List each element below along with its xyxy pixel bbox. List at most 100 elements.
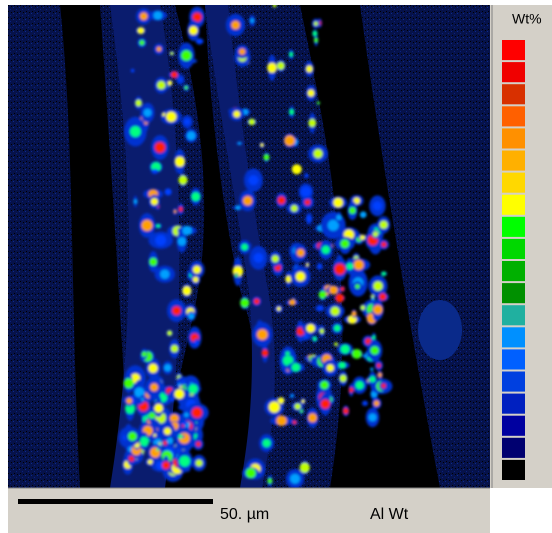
phase-blob (306, 66, 313, 73)
color-swatch (502, 217, 525, 237)
phase-blob (360, 235, 365, 240)
phase-blob (352, 349, 362, 359)
phase-blob (184, 413, 189, 418)
phase-blob (318, 306, 323, 311)
phase-blob (133, 199, 137, 203)
phase-blob (382, 272, 386, 276)
color-swatch (502, 460, 525, 480)
phase-blob (289, 299, 295, 305)
phase-blob (320, 329, 325, 334)
phase-blob (308, 119, 316, 127)
phase-blob (278, 397, 284, 403)
element-map (8, 4, 490, 489)
phase-blob (191, 192, 200, 201)
phase-blob (355, 381, 363, 389)
phase-blob (171, 345, 178, 352)
phase-blob (179, 207, 183, 211)
phase-blob (340, 239, 349, 248)
phase-blob (149, 258, 157, 266)
phase-blob (313, 149, 322, 158)
phase-blob (308, 413, 317, 422)
phase-blob (188, 384, 197, 393)
phase-blob (331, 307, 340, 316)
phase-blob (185, 86, 188, 89)
phase-blob (156, 448, 159, 451)
color-swatch (502, 372, 525, 392)
phase-blob (381, 384, 385, 388)
phase-blob (159, 442, 162, 445)
phase-blob (128, 432, 137, 441)
phase-blob (241, 244, 248, 251)
color-swatch (502, 62, 525, 82)
phase-blob (254, 298, 260, 304)
phase-blob (313, 337, 317, 341)
phase-blob (291, 394, 294, 397)
phase-blob (139, 40, 144, 45)
phase-blob (170, 52, 173, 55)
color-swatch (502, 327, 525, 347)
phase-blob (301, 187, 311, 197)
phase-blob (168, 81, 173, 86)
phase-blob (370, 368, 373, 371)
phase-blob (135, 100, 141, 106)
phase-blob (369, 413, 377, 421)
color-swatch (502, 261, 525, 281)
phase-blob (295, 403, 301, 409)
phase-blob (194, 341, 198, 345)
phase-blob (187, 131, 196, 140)
phase-blob (192, 407, 202, 417)
phase-blob (364, 354, 367, 357)
phase-blob (334, 264, 345, 275)
phase-blob (278, 196, 286, 204)
phase-blob (292, 363, 301, 372)
phase-blob (126, 398, 132, 404)
phase-blob (144, 109, 152, 117)
phase-blob (175, 157, 185, 167)
color-swatch (502, 416, 525, 436)
phase-blob (178, 434, 183, 439)
phase-blob (277, 307, 281, 311)
phase-blob (334, 342, 338, 346)
phase-blob (355, 284, 360, 289)
phase-blob (373, 305, 383, 315)
phase-blob (306, 216, 312, 222)
phase-blob (246, 468, 256, 478)
phase-blob (363, 402, 366, 405)
phase-blob (341, 345, 350, 354)
color-swatch (502, 173, 525, 193)
color-swatch (502, 151, 525, 171)
phase-blob (372, 336, 376, 340)
scale-bar-label: 50. µm (220, 506, 269, 523)
phase-blob (289, 109, 294, 114)
color-swatch (502, 239, 525, 259)
phase-blob (140, 12, 148, 20)
phase-blob (249, 119, 256, 126)
phase-blob (263, 154, 269, 160)
phase-blob (142, 352, 147, 357)
phase-blob (155, 235, 166, 246)
phase-blob (231, 21, 240, 30)
phase-blob (148, 364, 157, 373)
phase-blob (377, 364, 381, 368)
phase-blob (373, 201, 382, 210)
phase-blob (174, 389, 184, 399)
phase-blob (297, 249, 305, 257)
phase-blob (349, 207, 356, 214)
color-swatch (502, 40, 525, 60)
phase-blob (239, 48, 245, 54)
phase-blob (329, 286, 338, 295)
phase-blob (178, 237, 187, 246)
phase-blob (257, 329, 268, 340)
phase-blob (178, 383, 181, 386)
phase-blob (374, 401, 380, 407)
phase-blob (160, 270, 169, 279)
phase-blob (124, 378, 134, 388)
phase-blob (318, 264, 322, 268)
page: Wt% 50. µm Al Wt (() => { const data = J… (0, 0, 552, 533)
scale-bar (18, 499, 213, 504)
eds-map-window: Wt% 50. µm Al Wt (0, 0, 552, 533)
phase-blob (153, 434, 156, 437)
phase-blob (153, 169, 157, 173)
phase-blob (157, 81, 165, 89)
phase-blob (181, 50, 192, 61)
